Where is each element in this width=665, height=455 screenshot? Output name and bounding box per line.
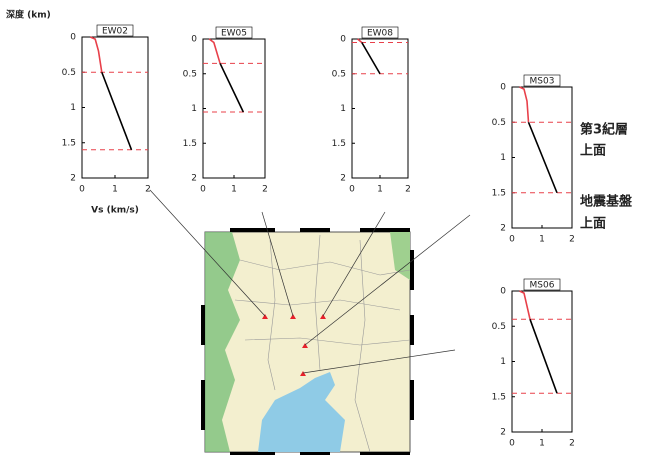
y-tick-label: 0.5: [62, 68, 76, 78]
y-tick-label: 1: [70, 103, 76, 113]
x-tick-label: 1: [377, 185, 383, 195]
annotation: 上面: [580, 217, 606, 232]
x-tick-label: 1: [231, 185, 237, 195]
chart-title: EW08: [367, 29, 393, 39]
y-tick-label: 0: [500, 287, 506, 297]
x-tick-label: 2: [262, 185, 268, 195]
x-tick-label: 1: [112, 185, 118, 195]
x-tick-label: 1: [539, 235, 545, 245]
y-tick-label: 0.5: [183, 69, 197, 79]
y-tick-label: 1: [340, 104, 346, 114]
y-tick-label: 1.5: [332, 139, 346, 149]
x-tick-label: 2: [405, 185, 411, 195]
x-tick-label: 2: [145, 185, 151, 195]
y-tick-label: 1.5: [183, 139, 197, 149]
y-tick-label: 0.5: [492, 322, 506, 332]
y-tick-label: 0.5: [492, 118, 506, 128]
figure: EW0200.511.52012深度 (km)Vs (km/s)EW0500.5…: [0, 0, 665, 455]
chart-title: EW02: [102, 27, 128, 37]
x-tick-label: 0: [349, 185, 355, 195]
x-tick-label: 0: [79, 185, 85, 195]
x-tick-label: 1: [539, 439, 545, 449]
plot-frame: [352, 39, 408, 178]
chart-title: EW05: [221, 29, 247, 39]
x-tick-label: 2: [569, 439, 575, 449]
y-tick-label: 0.5: [332, 69, 346, 79]
y-tick-label: 0: [340, 35, 346, 45]
y-tick-label: 1.5: [492, 392, 506, 402]
map: [150, 190, 470, 455]
plot-frame: [512, 291, 572, 432]
annotation: 地震基盤: [580, 194, 633, 210]
chart-title: MS03: [530, 77, 555, 87]
y-tick-label: 1.5: [492, 188, 506, 198]
y-tick-label: 2: [70, 174, 76, 184]
annotation: 第3紀層: [580, 122, 628, 138]
x-tick-label: 0: [509, 439, 515, 449]
page: EW0200.511.52012深度 (km)Vs (km/s)EW0500.5…: [0, 0, 665, 455]
annotation: 上面: [580, 144, 606, 159]
y-tick-label: 0: [70, 33, 76, 43]
y-axis-label: 深度 (km): [6, 9, 51, 21]
y-tick-label: 1: [191, 104, 197, 114]
y-tick-label: 1: [500, 153, 506, 163]
plot-frame: [203, 39, 265, 178]
y-tick-label: 0: [191, 35, 197, 45]
y-tick-label: 1: [500, 357, 506, 367]
x-tick-label: 0: [509, 235, 515, 245]
y-tick-label: 0: [500, 83, 506, 93]
x-axis-label: Vs (km/s): [91, 206, 139, 216]
y-tick-label: 2: [191, 174, 197, 184]
y-tick-label: 1.5: [62, 138, 76, 148]
y-tick-label: 2: [340, 174, 346, 184]
chart-title: MS06: [530, 281, 555, 291]
x-tick-label: 2: [569, 235, 575, 245]
y-tick-label: 2: [500, 224, 506, 234]
y-tick-label: 2: [500, 428, 506, 438]
x-tick-label: 0: [200, 185, 206, 195]
